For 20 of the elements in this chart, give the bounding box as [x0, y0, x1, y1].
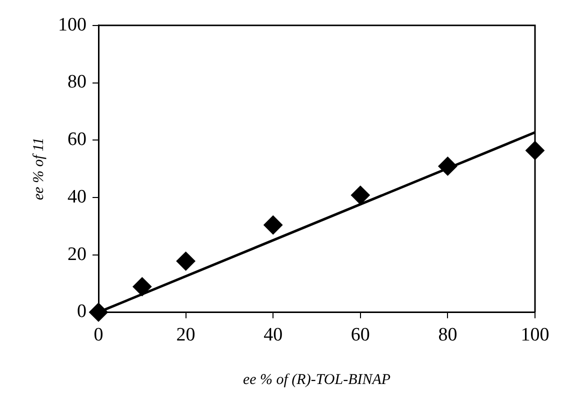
x-tick-label: 0	[94, 324, 104, 346]
x-tick-label: 60	[350, 324, 370, 346]
point	[350, 186, 370, 205]
point	[132, 277, 152, 296]
point	[89, 302, 108, 322]
point	[176, 252, 196, 271]
point	[438, 156, 458, 176]
x-tick-label: 80	[438, 324, 458, 346]
y-tick-label: 40	[68, 186, 86, 208]
y-tick-label: 20	[68, 244, 86, 265]
y-axis-title: ee % of 11	[30, 137, 47, 200]
y-tick-label: 60	[68, 129, 86, 150]
x-tick-label: 100	[520, 324, 550, 346]
x-axis-title: ee % of (R)-TOL-BINAP	[242, 372, 391, 388]
y-tick-label: 100	[58, 14, 86, 36]
point	[264, 216, 283, 235]
x-tick-label: 20	[176, 324, 196, 346]
x-tick-label: 40	[264, 324, 283, 346]
y-tick-label: 0	[77, 301, 86, 322]
y-tick-label: 80	[68, 72, 86, 93]
